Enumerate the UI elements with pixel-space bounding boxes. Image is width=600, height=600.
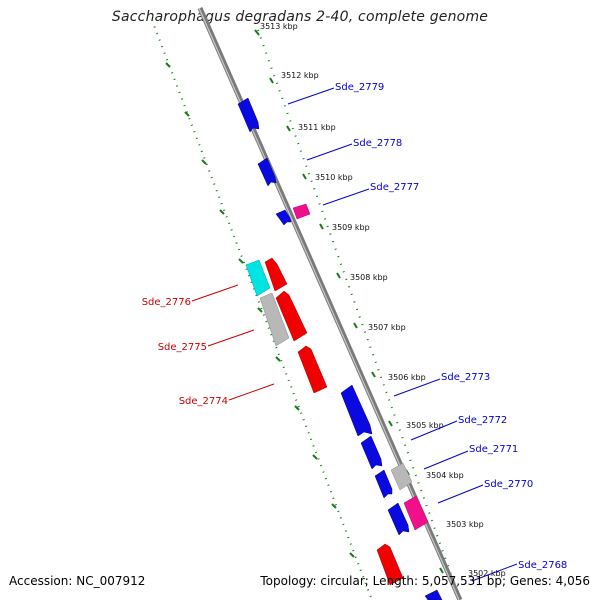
gene-label-sde-2774[interactable]: Sde_2774 bbox=[179, 396, 228, 407]
gene-sde-2777[interactable] bbox=[292, 203, 311, 220]
kbp-tick-label: 3506 kbp bbox=[388, 373, 426, 382]
gene-gray-forward[interactable] bbox=[390, 462, 413, 491]
leader-line bbox=[228, 383, 275, 401]
leader-line bbox=[471, 563, 518, 582]
leader-line bbox=[423, 450, 469, 470]
gene-label-sde-2773[interactable]: Sde_2773 bbox=[441, 372, 490, 383]
kbp-tick-label: 3509 kbp bbox=[332, 223, 370, 232]
gene-label-sde-2772[interactable]: Sde_2772 bbox=[458, 415, 507, 426]
genome-summary: Topology: circular; Length: 5,057,531 bp… bbox=[260, 574, 590, 588]
gene-label-sde-2778[interactable]: Sde_2778 bbox=[353, 138, 402, 149]
gene-sde-2772[interactable] bbox=[360, 435, 383, 470]
kbp-tick-label: 3508 kbp bbox=[350, 273, 388, 282]
gene-blue-small[interactable] bbox=[275, 209, 292, 226]
kbp-tick-label: 3511 kbp bbox=[298, 123, 336, 132]
gene-sde-2768[interactable] bbox=[424, 589, 443, 600]
gene-sde-2778[interactable] bbox=[257, 157, 277, 187]
leader-line bbox=[207, 329, 255, 347]
leader-line bbox=[410, 420, 458, 441]
gene-red-upper[interactable] bbox=[264, 257, 288, 292]
gene-magenta-forward[interactable] bbox=[403, 495, 429, 531]
gene-sde-2773[interactable] bbox=[340, 384, 373, 437]
kbp-tick-label: 3512 kbp bbox=[281, 71, 319, 80]
kbp-tick-label: 3504 kbp bbox=[426, 471, 464, 480]
gene-red-bottom[interactable] bbox=[376, 543, 404, 586]
kbp-tick-label: 3510 kbp bbox=[315, 173, 353, 182]
gene-label-sde-2776[interactable]: Sde_2776 bbox=[142, 297, 191, 308]
kbp-tick-label: 3505 kbp bbox=[406, 421, 444, 430]
gene-label-sde-2777[interactable]: Sde_2777 bbox=[370, 182, 419, 193]
gene-sde-2779[interactable] bbox=[237, 97, 260, 133]
leader-line bbox=[306, 143, 353, 161]
inner-ruler-line bbox=[151, 19, 373, 600]
gene-label-sde-2768[interactable]: Sde_2768 bbox=[518, 560, 567, 571]
gene-sde-2776[interactable] bbox=[245, 259, 271, 297]
kbp-tick-label: 3502 kbp bbox=[468, 569, 506, 578]
leader-line bbox=[191, 284, 239, 302]
leader-line bbox=[393, 378, 441, 397]
gene-label-sde-2771[interactable]: Sde_2771 bbox=[469, 444, 518, 455]
gene-sde-2775[interactable] bbox=[259, 292, 290, 347]
gene-sde-2771[interactable] bbox=[374, 469, 393, 499]
gene-red-long[interactable] bbox=[275, 290, 308, 342]
accession-label: Accession: NC_007912 bbox=[9, 574, 146, 588]
leader-line bbox=[437, 484, 484, 504]
leader-line bbox=[322, 188, 370, 206]
kbp-tick-label: 3503 kbp bbox=[446, 520, 484, 529]
gene-sde-2770[interactable] bbox=[387, 502, 410, 536]
kbp-tick-label: 3507 kbp bbox=[368, 323, 406, 332]
gene-label-sde-2770[interactable]: Sde_2770 bbox=[484, 479, 533, 490]
gene-sde-2774[interactable] bbox=[297, 345, 328, 394]
kbp-tick-label: 3513 kbp bbox=[260, 22, 298, 31]
inner-ruler-ticks bbox=[165, 62, 355, 558]
gene-label-sde-2775[interactable]: Sde_2775 bbox=[158, 342, 207, 353]
leader-line bbox=[287, 87, 335, 105]
gene-label-sde-2779[interactable]: Sde_2779 bbox=[335, 82, 384, 93]
